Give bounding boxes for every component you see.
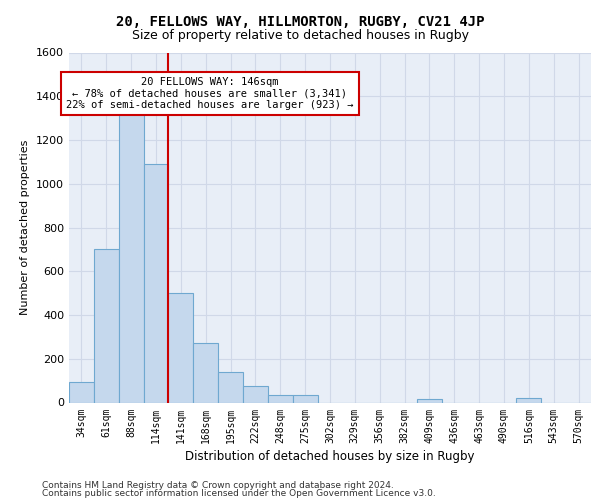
Bar [417,399,442,402]
Bar [517,398,541,402]
Bar [218,372,243,402]
Text: 20 FELLOWS WAY: 146sqm
← 78% of detached houses are smaller (3,341)
22% of semi-: 20 FELLOWS WAY: 146sqm ← 78% of detached… [66,77,353,110]
Text: 20, FELLOWS WAY, HILLMORTON, RUGBY, CV21 4JP: 20, FELLOWS WAY, HILLMORTON, RUGBY, CV21… [116,15,484,29]
Bar [169,293,193,403]
Bar [94,250,119,402]
Bar [119,112,143,403]
Bar [293,395,317,402]
Bar [143,164,169,402]
Text: Size of property relative to detached houses in Rugby: Size of property relative to detached ho… [131,29,469,42]
Bar [69,382,94,402]
Text: Contains public sector information licensed under the Open Government Licence v3: Contains public sector information licen… [42,488,436,498]
Bar [268,395,293,402]
Text: Contains HM Land Registry data © Crown copyright and database right 2024.: Contains HM Land Registry data © Crown c… [42,481,394,490]
Y-axis label: Number of detached properties: Number of detached properties [20,140,31,315]
Bar [243,386,268,402]
X-axis label: Distribution of detached houses by size in Rugby: Distribution of detached houses by size … [185,450,475,462]
Bar [193,344,218,402]
